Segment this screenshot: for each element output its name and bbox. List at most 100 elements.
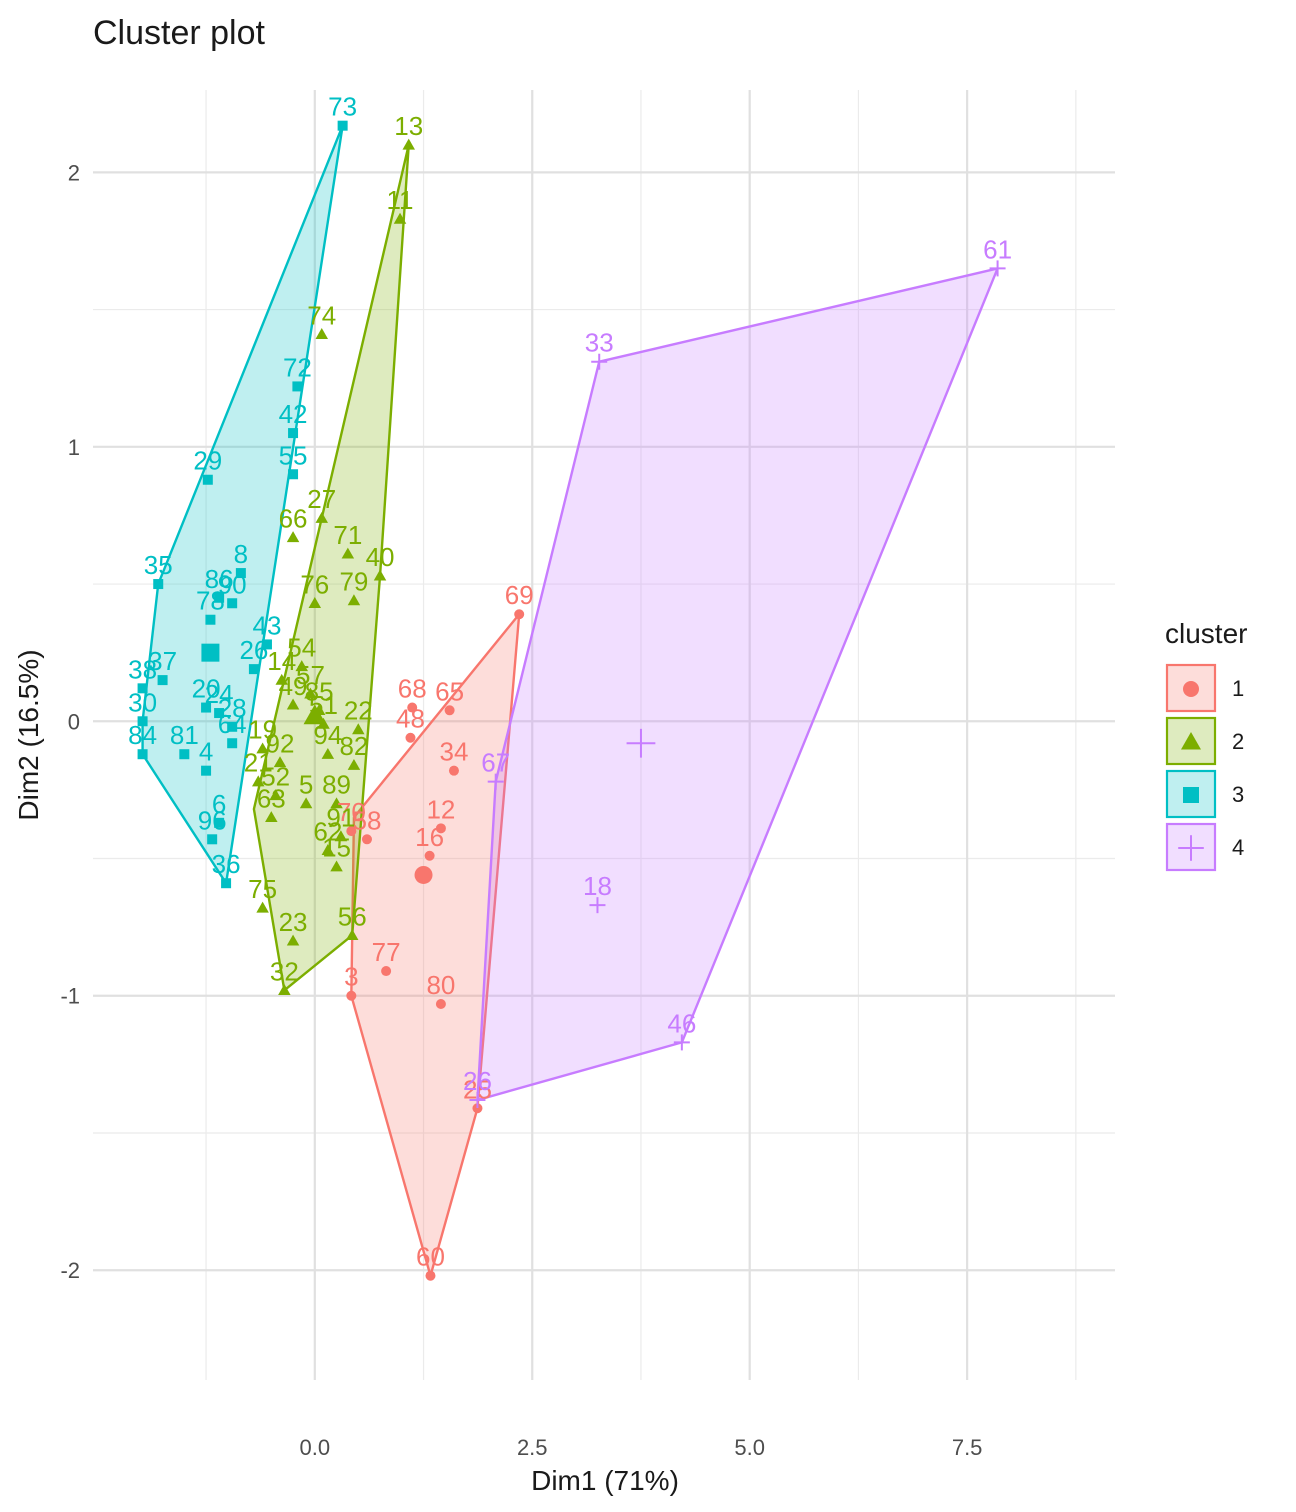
point-label: 15 bbox=[322, 833, 351, 863]
legend-key-1 bbox=[1165, 663, 1217, 713]
point-4-33 bbox=[591, 353, 608, 370]
point-label: 28 bbox=[218, 693, 247, 723]
point-label: 40 bbox=[366, 542, 395, 572]
y-axis-title: Dim2 (16.5%) bbox=[13, 649, 44, 820]
point-3-84 bbox=[137, 749, 148, 760]
x-tick-label: 2.5 bbox=[517, 1435, 548, 1460]
point-label: 5 bbox=[299, 770, 313, 800]
point-label: 69 bbox=[505, 580, 534, 610]
point-label: 48 bbox=[396, 704, 425, 734]
point-label: 22 bbox=[344, 696, 373, 726]
point-2-89 bbox=[330, 797, 343, 809]
point-1-69 bbox=[514, 609, 525, 620]
point-label: 26 bbox=[463, 1066, 492, 1096]
point-1-48 bbox=[405, 732, 416, 743]
cluster-center-3 bbox=[201, 643, 220, 662]
point-label: 80 bbox=[426, 970, 455, 1000]
cluster-hull-3 bbox=[141, 124, 344, 885]
cluster-center-1 bbox=[414, 865, 433, 884]
point-3-36 bbox=[221, 878, 232, 889]
legend-symbol bbox=[1178, 835, 1204, 861]
point-label: 63 bbox=[257, 783, 286, 813]
point-label: 89 bbox=[322, 770, 351, 800]
point-2-5 bbox=[299, 797, 313, 809]
point-1-25 bbox=[472, 1103, 483, 1114]
point-label: 71 bbox=[333, 520, 362, 550]
point-3-90 bbox=[227, 598, 238, 609]
point-label: 79 bbox=[339, 567, 368, 597]
point-label: 18 bbox=[583, 871, 612, 901]
point-label: 62 bbox=[313, 816, 342, 846]
cluster-hull-2 bbox=[252, 143, 410, 992]
point-2-66 bbox=[286, 531, 300, 543]
legend-key-3 bbox=[1165, 769, 1217, 819]
point-3-8 bbox=[235, 568, 246, 579]
point-label: 11 bbox=[387, 185, 414, 215]
y-tick-label: 1 bbox=[68, 435, 80, 460]
point-label: 84 bbox=[128, 720, 157, 750]
cluster-hull-4 bbox=[476, 267, 999, 1102]
point-label: 19 bbox=[248, 715, 277, 745]
point-label: 23 bbox=[279, 907, 308, 937]
point-label: 61 bbox=[983, 234, 1012, 264]
point-label: 12 bbox=[426, 794, 455, 824]
point-2-23 bbox=[286, 934, 300, 946]
legend-key-2 bbox=[1165, 716, 1217, 766]
point-2-11 bbox=[393, 212, 407, 224]
legend-label: 1 bbox=[1232, 676, 1244, 701]
point-3-28 bbox=[227, 721, 238, 732]
grid bbox=[93, 90, 1115, 1380]
point-2-76 bbox=[308, 597, 322, 608]
point-3-55 bbox=[288, 469, 299, 480]
point-2-74 bbox=[315, 328, 329, 339]
point-label: 29 bbox=[193, 446, 222, 476]
point-2-27 bbox=[315, 511, 329, 523]
point-label: 86 bbox=[205, 564, 234, 594]
chart-title: Cluster plot bbox=[93, 14, 266, 52]
point-label: 54 bbox=[287, 632, 316, 662]
point-label: 33 bbox=[585, 328, 614, 358]
point-2-15 bbox=[330, 860, 343, 872]
point-2-52 bbox=[269, 789, 282, 801]
point-label: 30 bbox=[128, 687, 157, 717]
legend: cluster 1 2 3 4 bbox=[1165, 618, 1247, 872]
point-1-70 bbox=[346, 826, 357, 837]
data-points bbox=[137, 120, 1006, 1281]
point-label: 20 bbox=[192, 674, 221, 704]
point-3-72 bbox=[292, 381, 303, 392]
point-label: 24 bbox=[205, 679, 234, 709]
cluster-hulls bbox=[141, 124, 999, 1277]
point-label: 58 bbox=[353, 805, 382, 835]
x-axis-title: Dim1 (71%) bbox=[531, 1465, 679, 1496]
point-2-92 bbox=[273, 756, 287, 768]
point-label: 72 bbox=[283, 352, 312, 382]
point-2-54 bbox=[295, 660, 308, 672]
point-1-16 bbox=[424, 850, 435, 861]
point-label: 81 bbox=[170, 720, 199, 750]
point-2-49 bbox=[286, 698, 300, 710]
point-label: 4 bbox=[199, 737, 213, 767]
point-label: 46 bbox=[667, 1008, 696, 1038]
point-1-68 bbox=[407, 702, 418, 713]
point-label: 57 bbox=[296, 660, 325, 690]
point-2-19 bbox=[256, 742, 269, 754]
point-label: 92 bbox=[266, 728, 295, 758]
y-tick-label: -2 bbox=[60, 1258, 80, 1283]
point-label: 16 bbox=[415, 822, 444, 852]
point-3-20 bbox=[201, 702, 212, 713]
x-tick-label: 7.5 bbox=[952, 1435, 983, 1460]
legend-label: 3 bbox=[1232, 782, 1244, 807]
point-2-14 bbox=[275, 673, 288, 685]
point-3-73 bbox=[337, 120, 348, 131]
cluster-center-4 bbox=[626, 728, 656, 758]
x-tick-label: 5.0 bbox=[734, 1435, 765, 1460]
point-label: 77 bbox=[372, 937, 401, 967]
point-label: 90 bbox=[218, 569, 247, 599]
point-3-24 bbox=[214, 708, 225, 719]
point-label: 96 bbox=[198, 805, 227, 835]
point-1-80 bbox=[435, 998, 446, 1009]
legend-label: 4 bbox=[1232, 835, 1244, 860]
point-2-62 bbox=[321, 844, 335, 855]
